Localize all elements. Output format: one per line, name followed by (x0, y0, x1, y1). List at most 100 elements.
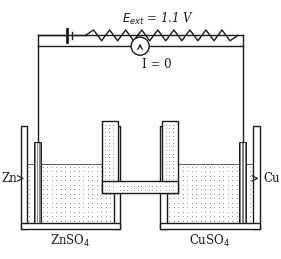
Point (207, 201, 212, 205)
Point (239, 205, 243, 209)
Point (150, 184, 155, 188)
Point (67, 174, 72, 178)
Point (203, 210, 207, 214)
Point (198, 219, 203, 223)
Point (63, 219, 67, 223)
Point (95, 169, 99, 173)
Point (45, 201, 49, 205)
Point (248, 174, 252, 178)
Point (167, 205, 171, 209)
Point (203, 183, 207, 187)
Point (95, 192, 99, 196)
Point (221, 178, 225, 182)
Point (157, 188, 162, 192)
Point (107, 173, 111, 177)
Point (67, 183, 72, 187)
Point (203, 219, 207, 223)
Point (40, 174, 45, 178)
Point (167, 188, 172, 192)
Point (58, 219, 63, 223)
Point (203, 174, 207, 178)
Point (81, 192, 85, 196)
Point (36, 210, 40, 214)
Point (95, 183, 99, 187)
Point (81, 169, 85, 173)
Point (85, 169, 90, 173)
Point (176, 169, 180, 173)
Point (221, 192, 225, 196)
Point (221, 214, 225, 218)
Point (90, 219, 94, 223)
Point (54, 183, 58, 187)
Point (107, 188, 111, 192)
Point (85, 214, 90, 218)
Point (176, 178, 180, 182)
Point (239, 169, 243, 173)
Point (230, 174, 234, 178)
Point (54, 192, 58, 196)
Point (248, 178, 252, 182)
Point (95, 174, 99, 178)
Point (234, 210, 239, 214)
Point (103, 159, 108, 163)
Point (164, 184, 168, 188)
Point (167, 130, 172, 134)
Point (45, 210, 49, 214)
Point (212, 192, 216, 196)
Point (104, 169, 108, 173)
Point (216, 196, 221, 200)
Point (121, 188, 126, 192)
Point (110, 144, 115, 148)
Point (49, 210, 54, 214)
Point (117, 184, 122, 188)
Point (99, 178, 104, 182)
Point (189, 174, 194, 178)
Point (234, 192, 239, 196)
Point (239, 174, 243, 178)
Point (212, 210, 216, 214)
Point (95, 205, 99, 209)
Point (90, 164, 94, 169)
Point (230, 187, 234, 191)
Point (171, 177, 175, 181)
Point (81, 174, 85, 178)
Point (234, 169, 239, 173)
Point (58, 201, 63, 205)
Point (194, 192, 198, 196)
Point (36, 205, 40, 209)
Point (45, 205, 49, 209)
Point (243, 169, 248, 173)
Point (167, 180, 172, 184)
Point (40, 219, 45, 223)
Bar (162, 121, 178, 193)
Bar (160, 126, 167, 229)
Point (132, 188, 137, 192)
Point (225, 192, 230, 196)
Point (167, 173, 172, 177)
Point (176, 210, 180, 214)
Point (90, 183, 94, 187)
Point (248, 201, 252, 205)
Point (167, 123, 172, 127)
Point (176, 205, 180, 209)
Point (171, 133, 175, 138)
Point (230, 192, 234, 196)
Point (243, 192, 248, 196)
Point (110, 155, 115, 159)
Point (85, 178, 90, 182)
Point (58, 205, 63, 209)
Point (85, 174, 90, 178)
Point (189, 178, 194, 182)
Point (125, 188, 129, 192)
Point (230, 178, 234, 182)
Point (164, 130, 168, 134)
Point (171, 155, 175, 159)
Point (107, 177, 111, 181)
Bar (21, 223, 120, 229)
Point (90, 201, 94, 205)
Point (104, 164, 108, 169)
Point (198, 183, 203, 187)
Point (72, 210, 76, 214)
Point (103, 133, 108, 138)
Point (49, 196, 54, 200)
